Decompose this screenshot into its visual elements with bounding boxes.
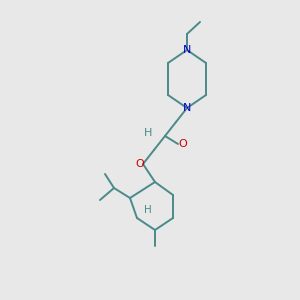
Text: O: O: [136, 159, 144, 169]
Text: N: N: [183, 45, 191, 55]
Text: H: H: [144, 128, 152, 138]
Text: N: N: [183, 103, 191, 113]
Text: O: O: [178, 139, 188, 149]
Text: H: H: [144, 205, 152, 215]
